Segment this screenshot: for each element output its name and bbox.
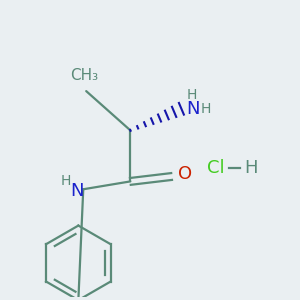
Text: CH₃: CH₃ [70,68,98,83]
Text: Cl: Cl [207,159,225,177]
Text: H: H [244,159,258,177]
Text: N: N [70,182,84,200]
Text: H: H [201,102,211,116]
Text: N: N [186,100,200,118]
Text: H: H [60,174,71,188]
Text: O: O [178,165,192,183]
Text: H: H [186,88,197,102]
